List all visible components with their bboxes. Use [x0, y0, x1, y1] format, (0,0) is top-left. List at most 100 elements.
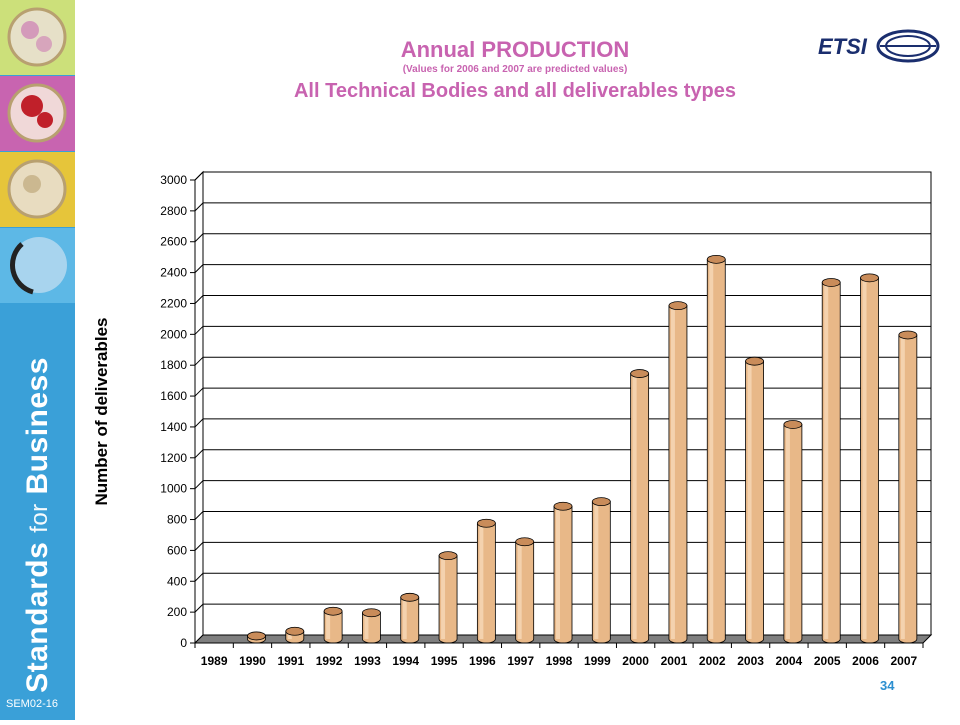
y-tick-label: 2400 — [160, 266, 187, 280]
bar-highlight — [326, 611, 331, 639]
slide-code: SEM02-16 — [6, 698, 58, 710]
x-tick-label: 2003 — [737, 654, 764, 668]
bar-top — [630, 369, 650, 378]
x-tick-label: 2005 — [814, 654, 841, 668]
bar-top — [323, 606, 343, 616]
bar-top — [783, 420, 803, 429]
bar-highlight — [441, 555, 446, 639]
y-tick-label: 1800 — [160, 358, 187, 372]
y-tick-label: 200 — [167, 605, 187, 619]
bar-top — [898, 330, 918, 340]
sidebar: Standards for Business SEM02-16 — [0, 0, 75, 720]
x-tick-label: 1989 — [201, 654, 228, 668]
x-tick-label: 2007 — [890, 654, 917, 668]
bar-highlight — [517, 541, 522, 639]
x-tick-label: 1994 — [392, 654, 419, 668]
bar-top — [362, 608, 381, 618]
bar-top — [591, 497, 611, 507]
bar-highlight — [594, 501, 599, 639]
gridline — [194, 449, 931, 459]
bar — [783, 420, 803, 644]
gridline — [194, 294, 931, 304]
bar-chart: 0 200 400 600 800 1000 1200 1400 1600 1800 2000 220… — [92, 170, 933, 668]
bar-top — [247, 631, 266, 641]
y-axis-label: Number of deliverables — [92, 317, 111, 505]
bar-highlight — [900, 334, 905, 639]
slide-title: Annual PRODUCTION — [400, 37, 630, 62]
x-tick-label: 1992 — [316, 654, 343, 668]
bar — [438, 551, 458, 644]
title-block: Annual PRODUCTION (Values for 2006 and 2… — [190, 38, 840, 104]
bar — [553, 501, 573, 644]
globe-tile-gold — [0, 152, 75, 227]
bar-top — [745, 356, 764, 366]
y-tick-label: 1600 — [160, 389, 187, 403]
bar — [400, 592, 420, 644]
gridline — [194, 603, 931, 613]
bar-highlight — [287, 631, 292, 639]
y-tick-label: 2000 — [160, 327, 187, 341]
etsi-logo: ETSI — [818, 24, 943, 77]
y-tick-label: 600 — [167, 543, 187, 557]
bar — [706, 254, 726, 644]
slide-note: (Values for 2006 and 2007 are predicted … — [402, 64, 628, 75]
bar-top — [438, 551, 458, 561]
y-tick-label: 2600 — [160, 235, 187, 249]
x-tick-label: 1993 — [354, 654, 381, 668]
x-tick-label: 2002 — [699, 654, 726, 668]
bar — [898, 330, 918, 644]
bar-highlight — [747, 361, 752, 639]
x-tick-label: 2001 — [661, 654, 688, 668]
chart-side-wall — [194, 170, 204, 645]
bar — [668, 301, 688, 644]
y-tick-label: 1200 — [160, 451, 187, 465]
y-tick-label: 2800 — [160, 204, 187, 218]
x-tick-label: 1996 — [469, 654, 496, 668]
globe-tile-blue — [0, 228, 75, 303]
bar-highlight — [824, 282, 829, 639]
gridline — [194, 356, 931, 366]
tagline: Standards for Business — [21, 357, 54, 693]
bar — [476, 518, 496, 644]
bar-top — [668, 301, 688, 311]
bar — [860, 273, 879, 644]
x-tick-label: 1990 — [239, 654, 266, 668]
svg-text:ETSI: ETSI — [818, 34, 868, 59]
x-tick-label: 2004 — [776, 654, 803, 668]
x-tick-label: 1997 — [507, 654, 534, 668]
bar-highlight — [709, 259, 714, 639]
y-tick-label: 1400 — [160, 420, 187, 434]
page-number: 34 — [880, 678, 895, 693]
globe-tile-pink — [0, 76, 75, 151]
bar-highlight — [670, 305, 675, 639]
bar — [591, 497, 611, 644]
bar-top — [706, 254, 726, 264]
gridline — [194, 387, 931, 397]
bar — [247, 631, 266, 644]
gridline — [194, 541, 931, 551]
gridline — [194, 202, 931, 212]
bar-highlight — [402, 597, 407, 639]
bar-highlight — [632, 373, 637, 639]
gridline — [194, 511, 931, 520]
y-tick-label: 1000 — [160, 482, 187, 496]
x-tick-label: 1998 — [546, 654, 573, 668]
x-tick-label: 1991 — [277, 654, 304, 668]
y-tick-label: 2200 — [160, 296, 187, 310]
globe-tile-green — [0, 0, 75, 75]
y-tick-label: 3000 — [160, 173, 187, 187]
bar — [362, 608, 381, 644]
bar-highlight — [556, 506, 560, 639]
bar — [630, 369, 650, 644]
bar-top — [515, 537, 535, 547]
gridline — [194, 233, 931, 243]
gridline — [194, 480, 931, 490]
slide-subtitle: All Technical Bodies and all deliverable… — [293, 80, 736, 102]
y-tick-label: 400 — [167, 574, 187, 588]
x-tick-label: 1999 — [584, 654, 611, 668]
x-tick-label: 1995 — [431, 654, 458, 668]
bar-top — [476, 518, 496, 528]
bar-top — [860, 273, 879, 283]
gridline — [194, 264, 931, 273]
y-tick-label: 800 — [167, 513, 187, 527]
